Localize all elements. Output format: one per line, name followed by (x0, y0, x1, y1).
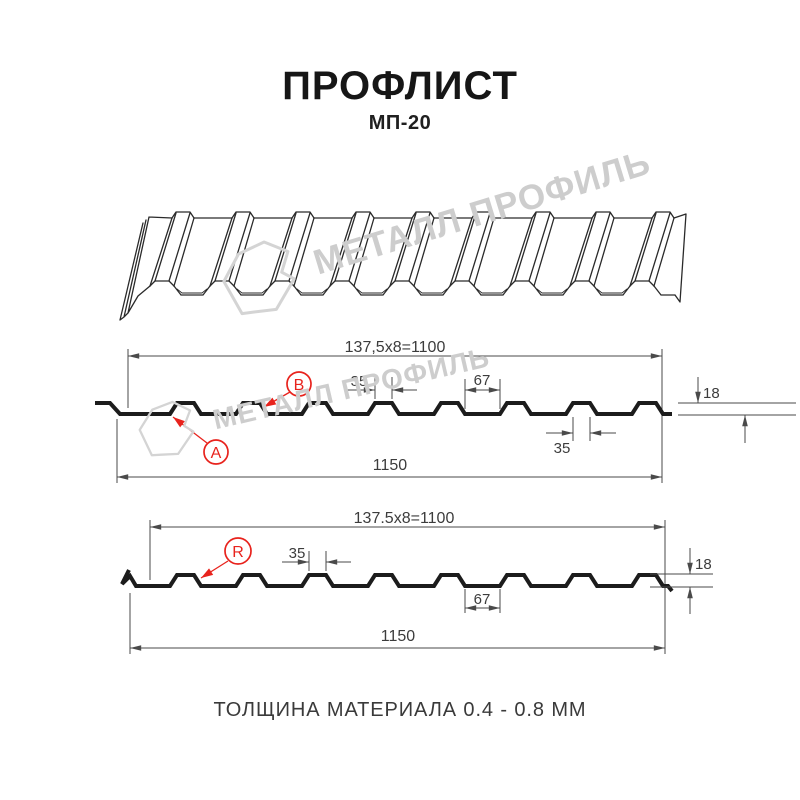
label-b-circle (286, 371, 312, 397)
material-thickness-note: ТОЛЩИНА МАТЕРИАЛА 0.4 - 0.8 ММ (213, 699, 587, 721)
dim-valley-value: 67 (474, 591, 491, 608)
sheet-3d-front-valleys (173, 285, 676, 296)
dim-pattern-value: 137.5x8=1100 (354, 510, 455, 527)
dim-total-width-value: 1150 (373, 457, 408, 474)
product-code: МП-20 (368, 112, 432, 134)
dim-valley-value: 67 (474, 372, 491, 389)
sheet-3d-thickness-lines (176, 288, 628, 294)
label-a: A (211, 445, 222, 462)
dim-height-value: 18 (703, 385, 720, 402)
sheet-3d-right-edge (673, 213, 687, 303)
label-b: B (294, 377, 305, 394)
sheet-3d-left-cut-edge (119, 216, 173, 321)
cross-section-diagram-top: 137,5x8=1100 B A 35 67 18 35 (95, 340, 796, 483)
dim-rib-bottom-value: 35 (554, 440, 571, 457)
profile-outline (120, 569, 674, 593)
watermark: МЕТАЛЛ ПРОФИЛЬ (133, 329, 496, 466)
profile-outline (95, 401, 672, 416)
metall-profil-logo-icon (222, 240, 296, 316)
label-r-circle (224, 537, 252, 565)
label-b-leader (263, 391, 291, 408)
sheet-3d-illustration (119, 211, 687, 321)
dim-height-value: 18 (695, 556, 712, 573)
dim-total-width-value: 1150 (381, 628, 416, 645)
label-r: R (232, 544, 244, 561)
dim-pattern-value: 137,5x8=1100 (345, 340, 446, 356)
metall-profil-logo-icon (138, 400, 195, 457)
watermark: МЕТАЛЛ ПРОФИЛЬ (214, 125, 661, 328)
page-title: ПРОФЛИСТ (282, 64, 518, 108)
cross-section-diagram-bottom: 137.5x8=1100 R 35 67 18 1150 (120, 510, 713, 654)
dim-rib-top-value: 35 (351, 373, 368, 390)
label-r-leader (200, 560, 229, 579)
dim-rib-top-value: 35 (289, 545, 306, 562)
label-a-circle (203, 439, 229, 465)
